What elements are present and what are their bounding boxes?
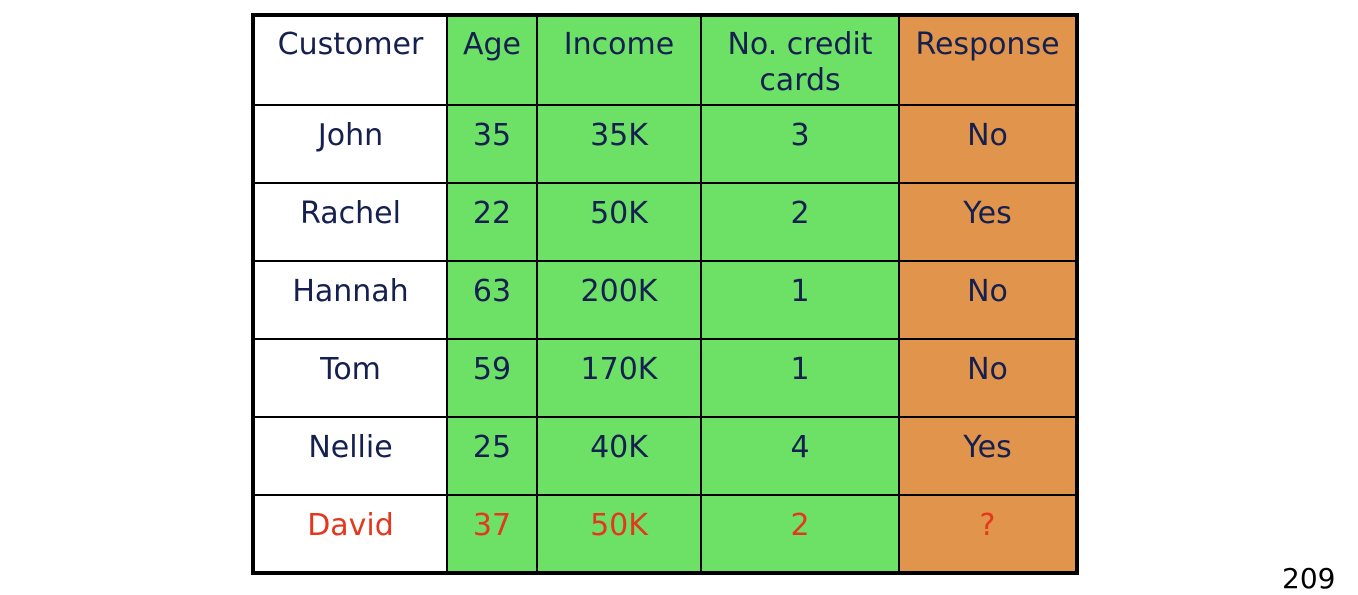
header-response: Response [898,14,1078,106]
cell-response: No [898,260,1078,340]
cell-income: 170K [536,338,702,418]
cell-income: 50K [536,182,702,262]
cell-credit-cards: 3 [700,104,900,184]
cell-response: No [898,338,1078,418]
page-number: 209 [1282,562,1336,595]
cell-income: 40K [536,416,702,496]
table-row: Nellie 25 40K 4 Yes [252,416,1078,496]
cell-age: 25 [446,416,538,496]
cell-income: 50K [536,494,702,574]
table-row: John 35 35K 3 No [252,104,1078,184]
table-row: Tom 59 170K 1 No [252,338,1078,418]
cell-income: 35K [536,104,702,184]
cell-credit-cards: 1 [700,338,900,418]
cell-response: Yes [898,182,1078,262]
cell-credit-cards: 4 [700,416,900,496]
cell-customer: Tom [252,338,448,418]
cell-response: Yes [898,416,1078,496]
cell-customer: John [252,104,448,184]
header-customer: Customer [252,14,448,106]
cell-age: 22 [446,182,538,262]
cell-credit-cards: 2 [700,182,900,262]
cell-response: No [898,104,1078,184]
query-row: David 37 50K 2 ? [252,494,1078,574]
cell-credit-cards: 2 [700,494,900,574]
cell-age: 37 [446,494,538,574]
cell-credit-cards: 1 [700,260,900,340]
cell-age: 63 [446,260,538,340]
cell-customer: Hannah [252,260,448,340]
cell-response: ? [898,494,1078,574]
cell-age: 59 [446,338,538,418]
table-row: Rachel 22 50K 2 Yes [252,182,1078,262]
cell-income: 200K [536,260,702,340]
header-income: Income [536,14,702,106]
cell-customer: David [252,494,448,574]
header-row: Customer Age Income No. credit cards Res… [252,14,1078,106]
header-credit-cards: No. credit cards [700,14,900,106]
cell-customer: Rachel [252,182,448,262]
table-row: Hannah 63 200K 1 No [252,260,1078,340]
customer-table: Customer Age Income No. credit cards Res… [251,13,1079,575]
cell-customer: Nellie [252,416,448,496]
header-age: Age [446,14,538,106]
cell-age: 35 [446,104,538,184]
